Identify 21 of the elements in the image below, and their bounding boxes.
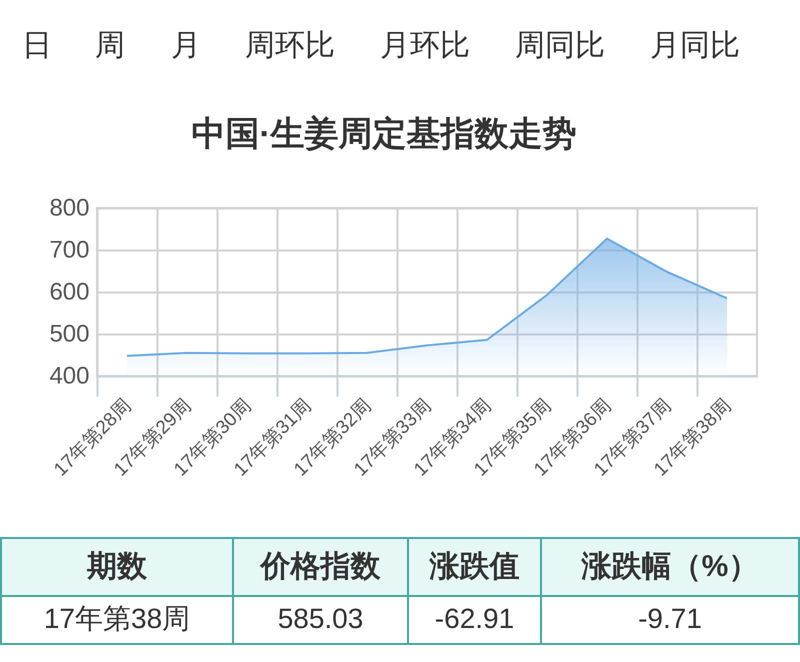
text: 日 bbox=[22, 29, 52, 62]
y-tick-label: 500 bbox=[49, 320, 90, 348]
y-tick-label: 600 bbox=[49, 278, 90, 306]
text: 月环比 bbox=[380, 29, 470, 62]
text: 月 bbox=[171, 29, 201, 62]
text: 涨跌幅（%） bbox=[580, 550, 758, 583]
text: 周 bbox=[95, 29, 125, 62]
text: -62.91 bbox=[434, 603, 514, 634]
text: -9.71 bbox=[638, 603, 702, 634]
text: 涨跌值 bbox=[428, 550, 520, 583]
text: 周同比 bbox=[515, 29, 605, 62]
text: 期数 bbox=[86, 550, 148, 583]
y-tick-label: 800 bbox=[49, 194, 90, 222]
text: 价格指数 bbox=[258, 550, 382, 583]
text: 17年第38周 bbox=[44, 603, 190, 634]
chart-title: 中国·生姜周定基指数走势 bbox=[191, 114, 577, 153]
y-tick-label: 700 bbox=[49, 236, 90, 264]
text: 585.03 bbox=[278, 603, 364, 634]
y-tick-label: 400 bbox=[49, 362, 90, 390]
text: 周环比 bbox=[245, 29, 335, 62]
text: 月同比 bbox=[650, 29, 740, 62]
